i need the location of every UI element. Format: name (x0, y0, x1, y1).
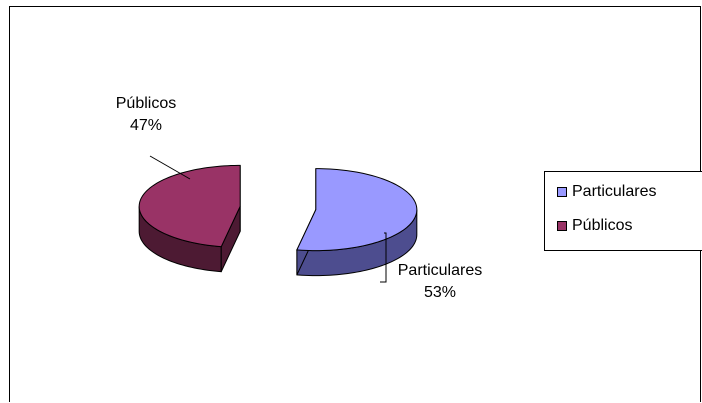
data-label-particulares-name: Particulares (397, 262, 483, 279)
legend-label-particulares: Particulares (572, 183, 657, 200)
legend-item-particulares: Particulares (557, 182, 656, 202)
data-label-publicos-value: 47% (129, 117, 163, 134)
pie-slice-particulares-top (296, 168, 418, 252)
data-label-particulares-value: 53% (423, 284, 457, 301)
chart-area: Públicos 47% Particulares 53% Particular… (9, 6, 702, 402)
pie-slice-particulares (296, 168, 418, 277)
legend-swatch-particulares (557, 187, 567, 197)
pie-slice-publicos (138, 164, 241, 273)
legend-label-publicos: Públicos (572, 217, 633, 234)
legend-item-publicos: Públicos (557, 216, 632, 236)
pie-slice-publicos-top (138, 164, 241, 248)
data-label-publicos: Públicos 47% (100, 93, 192, 137)
pie-plot (138, 155, 418, 283)
leader-line-publicos (149, 155, 191, 180)
data-label-particulares: Particulares 53% (380, 260, 500, 304)
data-label-publicos-name: Públicos (115, 95, 177, 112)
leader-line-particulares (380, 232, 387, 283)
legend-swatch-publicos (557, 221, 567, 231)
legend: Particulares Públicos (544, 171, 702, 251)
